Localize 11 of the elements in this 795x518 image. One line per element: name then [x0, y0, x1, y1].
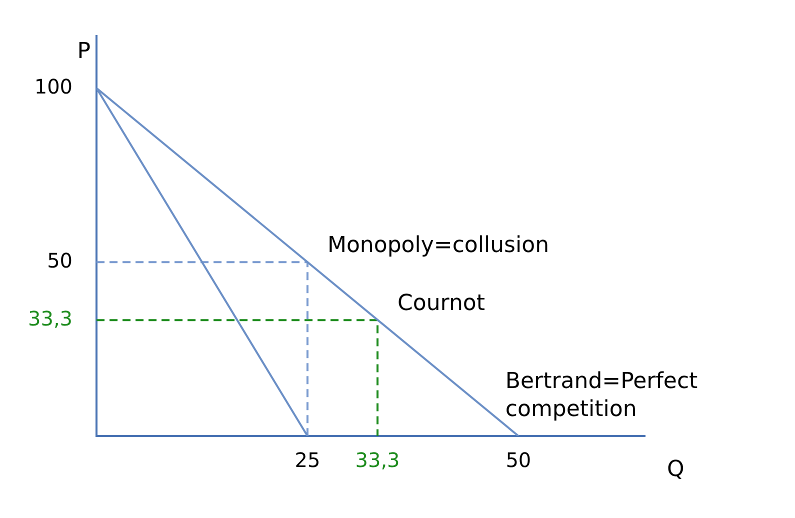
y-axis-title: P — [77, 39, 91, 64]
x-axis-title: Q — [667, 457, 684, 482]
y-tick-label: 100 — [34, 74, 73, 98]
y-tick-label: 33,3 — [28, 306, 73, 330]
annotation: Monopoly=collusion — [327, 233, 550, 258]
x-tick-label: 25 — [294, 448, 320, 472]
annotation: Cournot — [398, 291, 486, 316]
x-tick-label: 50 — [506, 448, 532, 472]
annotation: Bertrand=Perfect competition — [505, 369, 698, 422]
y-tick-label: 50 — [47, 248, 73, 272]
x-tick-label: 33,3 — [355, 448, 400, 472]
